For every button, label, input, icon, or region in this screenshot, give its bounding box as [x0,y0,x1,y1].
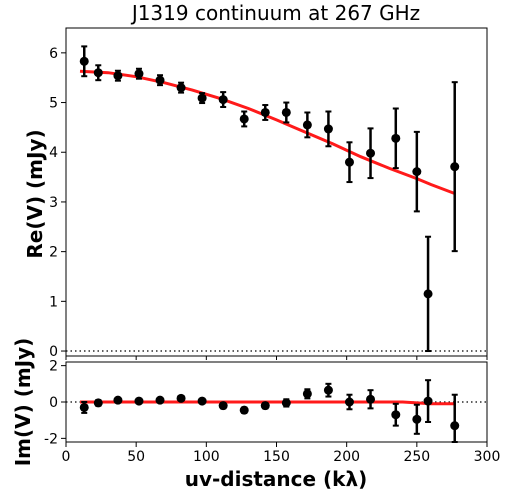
imag-data-point [239,405,249,415]
imag-data-point [113,395,123,405]
imag-data-point [79,402,89,412]
real-ytick-label: 0 [49,344,58,360]
xtick-label: 150 [263,449,290,465]
real-data-point [93,68,103,78]
imag-data-point [423,396,433,406]
real-data-point [412,167,422,177]
xtick-label: 250 [403,449,430,465]
imag-ytick-label: -2 [44,431,58,447]
imag-data-point [93,398,103,408]
xtick-label: 200 [333,449,360,465]
x-axis-label: uv-distance (kλ) [185,467,368,491]
imag-data-point [412,414,422,424]
real-data-point [113,71,123,81]
imag-data-point [391,410,401,420]
real-data-point [302,120,312,130]
xtick-label: 0 [62,449,71,465]
real-ytick-label: 5 [49,96,58,112]
real-data-point [450,162,460,172]
imag-data-point [155,395,165,405]
real-data-point [155,75,165,85]
imag-data-point [344,397,354,407]
xtick-label: 300 [474,449,501,465]
imag-data-point [323,385,333,395]
real-ytick-label: 3 [49,195,58,211]
imag-data-point [197,396,207,406]
real-data-point [197,93,207,103]
x-axis: 0 50 100 150 200 250 300 [62,449,501,465]
xtick-label: 50 [127,449,145,465]
imag-data-point [260,401,270,411]
real-ytick-label: 4 [49,145,58,161]
real-data-point [344,157,354,167]
imag-ytick-label: 2 [49,359,58,375]
real-data-point [366,148,376,158]
imag-data-point [450,421,460,431]
imag-data-point [176,393,186,403]
real-panel-ylabel: Re(V) (mJy) [23,129,47,258]
imag-data-point [218,401,228,411]
imag-data-point [302,389,312,399]
real-data-point [218,95,228,105]
real-ytick-label: 1 [49,294,58,310]
real-data-point [239,114,249,124]
chart-title: J1319 continuum at 267 GHz [130,1,420,25]
real-data-point [79,56,89,66]
real-data-point [281,107,291,117]
real-ytick-label: 2 [49,245,58,261]
imag-data-point [134,396,144,406]
imag-data-point [281,398,291,408]
imag-panel-ylabel: Im(V) (mJy) [11,338,35,467]
imag-panel: -2 0 2 [44,359,488,447]
real-data-point [260,107,270,117]
real-data-point [323,124,333,134]
real-data-point [176,83,186,93]
real-data-point [391,133,401,143]
xtick-label: 100 [193,449,220,465]
imag-ytick-label: 0 [49,395,58,411]
real-model-line [79,69,456,195]
real-data-point [134,69,144,79]
real-panel: 0 1 2 3 4 5 6 [49,45,488,360]
imag-data-point [366,394,376,404]
real-ytick-label: 6 [49,46,58,62]
real-data-point [423,289,433,299]
